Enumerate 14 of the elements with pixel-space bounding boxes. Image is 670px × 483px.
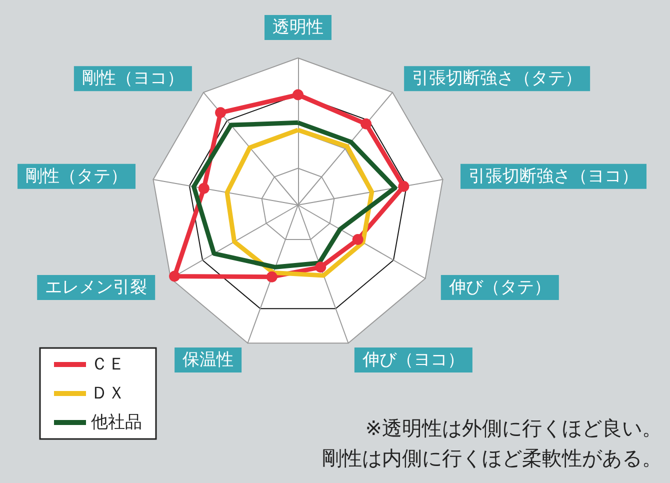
spoke-label: 保温性	[182, 350, 234, 370]
spoke-label: 引張切断強さ（ヨコ）	[468, 166, 638, 186]
legend-label: ＣＥ	[91, 354, 125, 374]
text: ※透明性は外側に行くほど良い。	[365, 416, 662, 440]
legend-label: 他社品	[91, 412, 142, 432]
spoke-label: 透明性	[272, 18, 324, 38]
spoke-label: 伸び（ヨコ）	[361, 350, 464, 370]
spoke-label: エレメン引裂	[45, 278, 148, 298]
spoke-label: 伸び（タテ）	[448, 278, 551, 298]
spoke-label: 剛性（タテ）	[26, 166, 128, 186]
text: 剛性は内側に行くほど柔軟性がある。	[322, 446, 662, 470]
spoke-label: 引張切断強さ（タテ）	[412, 68, 582, 89]
legend-label: ＤＸ	[91, 384, 125, 404]
spoke-label: 剛性（ヨコ）	[82, 68, 184, 89]
